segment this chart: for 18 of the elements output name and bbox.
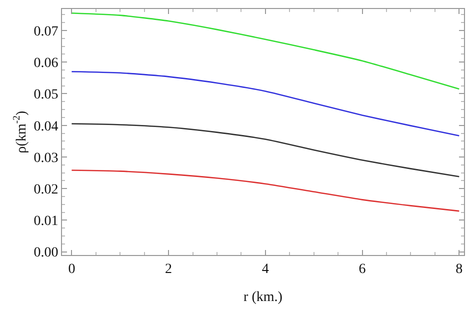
line-series	[71, 170, 460, 212]
x-tick-label: 8	[456, 262, 463, 277]
x-axis-title: r (km.)	[244, 290, 283, 306]
line-series	[71, 70, 460, 136]
y-tick-label: 0.03	[34, 150, 58, 166]
y-tick-label: 0.00	[34, 246, 58, 261]
y-tick-label: 0.05	[34, 88, 58, 103]
x-tick-label: 2	[165, 262, 172, 277]
y-tick-label: 0.01	[34, 214, 58, 230]
x-tick-label: 4	[262, 262, 269, 277]
line-series	[71, 12, 460, 90]
x-tick-label: 0	[68, 262, 76, 277]
y-tick-label: 0.04	[34, 119, 58, 134]
x-tick-label: 6	[358, 262, 366, 277]
y-tick-label: 0.07	[34, 24, 58, 40]
y-tick-label: 0.02	[34, 182, 58, 198]
line-series	[71, 123, 460, 178]
y-tick-label: 0.06	[34, 56, 58, 72]
